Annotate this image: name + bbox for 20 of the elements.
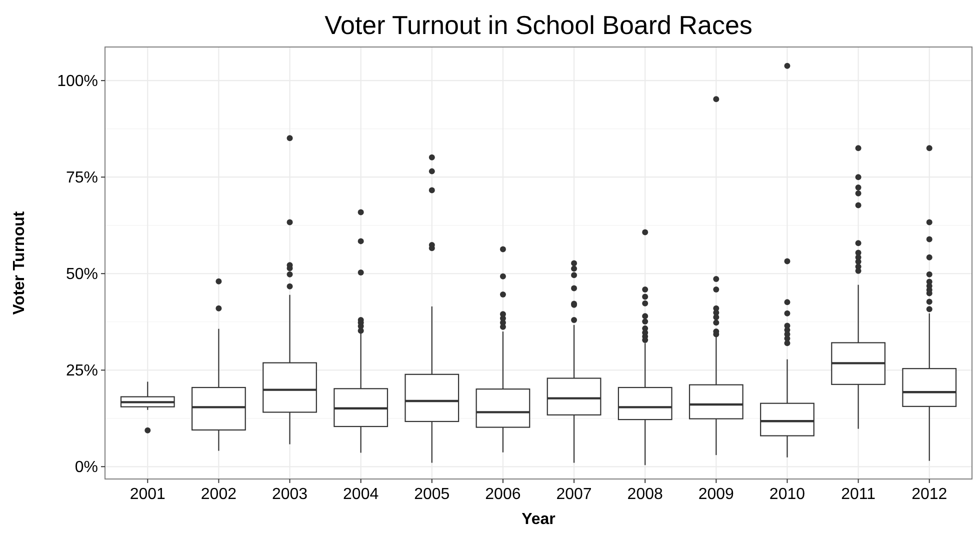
y-tick-label: 75% [66, 170, 98, 187]
x-tick-label: 2003 [272, 486, 308, 503]
x-tick-label: 2001 [130, 486, 166, 503]
x-tick-label: 2007 [556, 486, 592, 503]
y-tick-label: 25% [66, 362, 98, 380]
x-tick-label: 2002 [200, 486, 237, 503]
x-tick-label: 2004 [343, 486, 379, 503]
y-tick-label: 100% [57, 73, 98, 90]
x-tick-label: 2006 [485, 486, 521, 503]
y-tick-label: 50% [66, 266, 98, 284]
x-tick-label: 2008 [627, 486, 663, 503]
x-tick-label: 2012 [912, 486, 948, 503]
chart-title: Voter Turnout in School Board Races [324, 10, 752, 40]
y-axis-title: Voter Turnout [11, 210, 28, 315]
x-tick-label: 2005 [414, 486, 450, 503]
x-tick-label: 2011 [841, 486, 876, 503]
y-tick-label: 0% [74, 459, 98, 476]
x-tick-label: 2009 [698, 486, 734, 503]
x-tick-label: 2010 [769, 486, 806, 503]
x-axis-title: Year [522, 511, 556, 528]
